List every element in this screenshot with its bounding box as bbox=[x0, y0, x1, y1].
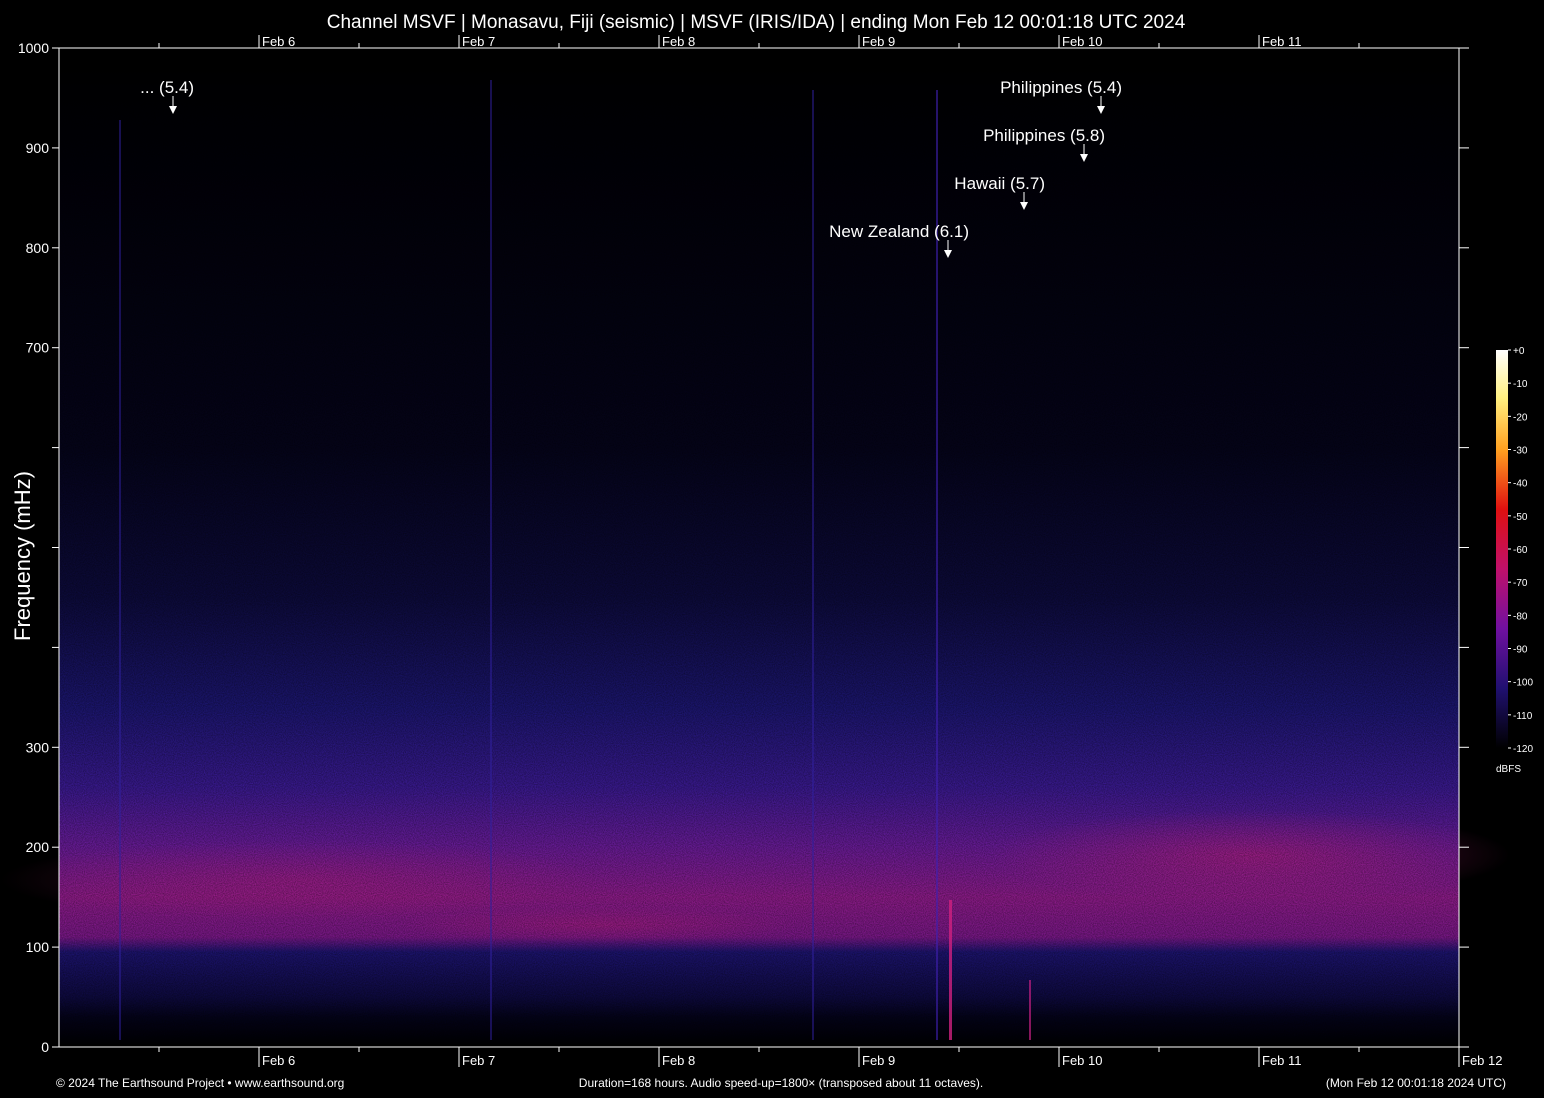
x-tick-label-top: Feb 7 bbox=[462, 34, 495, 49]
footer-right: (Mon Feb 12 00:01:18 2024 UTC) bbox=[1326, 1076, 1506, 1090]
annotation-arrowhead bbox=[169, 106, 177, 114]
annotation-text: New Zealand (6.1) bbox=[829, 222, 969, 241]
colorbar-tick-label: -30 bbox=[1513, 446, 1528, 457]
x-tick-label: Feb 9 bbox=[862, 1053, 895, 1068]
x-tick-label: Feb 11 bbox=[1262, 1053, 1302, 1068]
chart-title: Channel MSVF | Monasavu, Fiji (seismic) … bbox=[327, 12, 1186, 33]
colorbar-tick-label: -10 bbox=[1513, 379, 1528, 390]
y-axis-label: Frequency (mHz) bbox=[10, 471, 35, 641]
colorbar-tick-label: -100 bbox=[1513, 678, 1533, 689]
y-tick-label: 900 bbox=[26, 140, 50, 156]
x-tick-label: Feb 7 bbox=[462, 1053, 495, 1068]
x-tick-label-top: Feb 9 bbox=[862, 34, 895, 49]
x-tick-label-top: Feb 10 bbox=[1062, 34, 1102, 49]
spectrogram-image bbox=[0, 48, 1510, 1047]
colorbar-tick-label: -20 bbox=[1513, 412, 1528, 423]
annotation-text: Philippines (5.8) bbox=[983, 126, 1105, 145]
x-tick-label-top: Feb 8 bbox=[662, 34, 695, 49]
y-tick-label: 700 bbox=[26, 340, 50, 356]
x-tick-label: Feb 8 bbox=[662, 1053, 695, 1068]
colorbar-tick-label: -90 bbox=[1513, 645, 1528, 656]
colorbar-tick-label: -60 bbox=[1513, 545, 1528, 556]
footer-left: © 2024 The Earthsound Project • www.eart… bbox=[56, 1076, 344, 1090]
x-tick-label: Feb 6 bbox=[262, 1053, 295, 1068]
x-tick-label: Feb 10 bbox=[1062, 1053, 1102, 1068]
colorbar-tick-label: +0 bbox=[1513, 346, 1525, 357]
colorbar-tick-label: -120 bbox=[1513, 744, 1533, 755]
colorbar-tick-label: -50 bbox=[1513, 512, 1528, 523]
y-tick-label: 100 bbox=[26, 939, 50, 955]
colorbar-tick-label: -40 bbox=[1513, 479, 1528, 490]
colorbar-tick-label: -80 bbox=[1513, 611, 1528, 622]
colorbar bbox=[1496, 350, 1508, 748]
x-tick-label-top: Feb 11 bbox=[1262, 34, 1302, 49]
y-tick-label: 800 bbox=[26, 240, 50, 256]
colorbar-tick-label: -110 bbox=[1513, 711, 1533, 722]
y-tick-label: 0 bbox=[41, 1039, 49, 1055]
annotation-text: ... (5.4) bbox=[140, 78, 194, 97]
y-tick-label: 300 bbox=[26, 739, 50, 755]
x-tick-label: Feb 12 bbox=[1462, 1053, 1502, 1068]
colorbar-label: dBFS bbox=[1496, 764, 1521, 775]
annotation-arrowhead bbox=[944, 250, 952, 258]
annotation-arrowhead bbox=[1097, 106, 1105, 114]
annotation-text: Philippines (5.4) bbox=[1000, 78, 1122, 97]
annotation-arrowhead bbox=[1020, 202, 1028, 210]
x-tick-label-top: Feb 6 bbox=[262, 34, 295, 49]
footer-center: Duration=168 hours. Audio speed-up=1800×… bbox=[579, 1076, 983, 1090]
annotation-arrowhead bbox=[1080, 154, 1088, 162]
colorbar-tick-label: -70 bbox=[1513, 578, 1528, 589]
y-tick-label: 200 bbox=[26, 839, 50, 855]
annotation-text: Hawaii (5.7) bbox=[954, 174, 1045, 193]
y-tick-label: 1000 bbox=[18, 40, 49, 56]
